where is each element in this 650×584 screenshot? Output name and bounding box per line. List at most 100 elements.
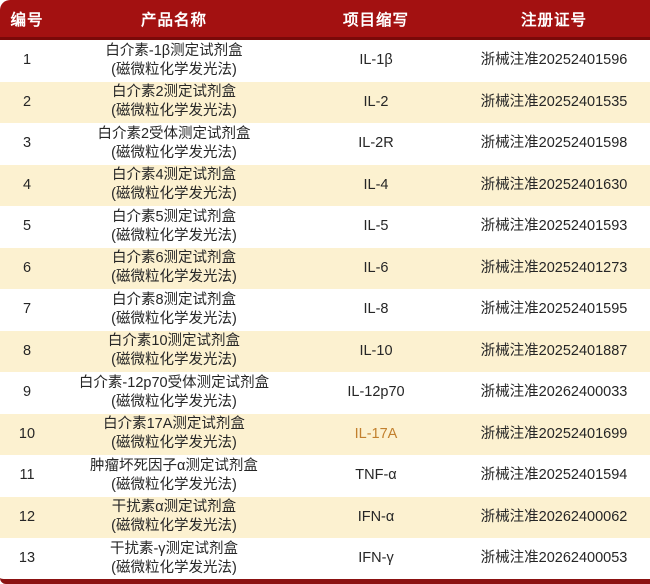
cell-cert-number: 浙械注准20252401593 bbox=[480, 218, 628, 235]
cell-number: 7 bbox=[22, 301, 32, 318]
table-row: 9 白介素-12p70受体测定试剂盒 (磁微粒化学发光法) IL-12p70 浙… bbox=[0, 372, 650, 414]
cell-number: 10 bbox=[0, 413, 54, 455]
cell-number: 3 bbox=[22, 135, 32, 152]
product-method-text: (磁微粒化学发光法) bbox=[111, 393, 237, 410]
cell-cert-number: 浙械注准20252401699 bbox=[458, 413, 650, 455]
product-name-text: 白介素17A测定试剂盒 bbox=[103, 416, 245, 433]
cell-cert-number: 浙械注准20252401535 bbox=[458, 81, 650, 123]
cell-number: 4 bbox=[0, 164, 54, 206]
table-row: 13 干扰素-γ测定试剂盒 (磁微粒化学发光法) IFN-γ 浙械注准20262… bbox=[0, 538, 650, 579]
cell-number: 9 bbox=[22, 384, 32, 401]
cell-product-name: 白介素5测定试剂盒 (磁微粒化学发光法) bbox=[54, 206, 294, 248]
cell-cert-number: 浙械注准20262400033 bbox=[480, 384, 628, 401]
cell-abbreviation: IL-12p70 bbox=[347, 384, 405, 401]
product-method-text: (磁微粒化学发光法) bbox=[111, 61, 237, 78]
cell-product-name: 白介素2受体测定试剂盒 (磁微粒化学发光法) bbox=[54, 123, 294, 165]
cell-abbreviation: IL-4 bbox=[294, 164, 458, 206]
cell-cert-number: 浙械注准20252401273 bbox=[458, 247, 650, 289]
cell-abbreviation: IL-2R bbox=[358, 135, 394, 152]
col-header-cert-number: 注册证号 bbox=[458, 0, 650, 40]
cell-cert-number: 浙械注准20252401630 bbox=[458, 164, 650, 206]
cell-cert-number: 浙械注准20252401887 bbox=[458, 330, 650, 372]
cell-number: 1 bbox=[22, 52, 32, 69]
cell-product-name: 白介素-1β测定试剂盒 (磁微粒化学发光法) bbox=[54, 39, 294, 82]
product-name-text: 干扰素-γ测定试剂盒 bbox=[109, 540, 239, 557]
table-row: 5 白介素5测定试剂盒 (磁微粒化学发光法) IL-5 浙械注准20252401… bbox=[0, 206, 650, 248]
product-name-text: 白介素-12p70受体测定试剂盒 bbox=[78, 374, 270, 391]
product-name-text: 白介素2受体测定试剂盒 bbox=[97, 125, 251, 142]
table-row: 3 白介素2受体测定试剂盒 (磁微粒化学发光法) IL-2R 浙械注准20252… bbox=[0, 123, 650, 165]
cell-product-name: 肿瘤坏死因子α测定试剂盒 (磁微粒化学发光法) bbox=[54, 455, 294, 497]
cell-abbreviation: IL-10 bbox=[294, 330, 458, 372]
product-method-text: (磁微粒化学发光法) bbox=[111, 227, 237, 244]
cell-product-name: 白介素4测定试剂盒 (磁微粒化学发光法) bbox=[54, 164, 294, 206]
cell-cert-number: 浙械注准20262400053 bbox=[480, 550, 628, 567]
cell-product-name: 白介素8测定试剂盒 (磁微粒化学发光法) bbox=[54, 289, 294, 331]
product-name-text: 白介素2测定试剂盒 bbox=[111, 84, 237, 101]
cell-product-name: 白介素2测定试剂盒 (磁微粒化学发光法) bbox=[54, 81, 294, 123]
cell-number: 12 bbox=[0, 496, 54, 538]
table-row: 12 干扰素α测定试剂盒 (磁微粒化学发光法) IFN-α 浙械注准202624… bbox=[0, 496, 650, 538]
col-header-abbreviation: 项目缩写 bbox=[294, 0, 458, 40]
product-method-text: (磁微粒化学发光法) bbox=[111, 476, 237, 493]
cell-abbreviation: IL-6 bbox=[294, 247, 458, 289]
cell-number: 13 bbox=[18, 550, 36, 567]
cell-abbreviation: IL-17A bbox=[294, 413, 458, 455]
col-header-number: 编号 bbox=[0, 0, 54, 40]
product-method-text: (磁微粒化学发光法) bbox=[111, 310, 237, 327]
cell-product-name: 白介素6测定试剂盒 (磁微粒化学发光法) bbox=[54, 247, 294, 289]
table-row: 8 白介素10测定试剂盒 (磁微粒化学发光法) IL-10 浙械注准202524… bbox=[0, 330, 650, 372]
cell-cert-number: 浙械注准20252401594 bbox=[480, 467, 628, 484]
table-row: 6 白介素6测定试剂盒 (磁微粒化学发光法) IL-6 浙械注准20252401… bbox=[0, 247, 650, 289]
cell-product-name: 白介素-12p70受体测定试剂盒 (磁微粒化学发光法) bbox=[54, 372, 294, 414]
table-row: 7 白介素8测定试剂盒 (磁微粒化学发光法) IL-8 浙械注准20252401… bbox=[0, 289, 650, 331]
cell-cert-number: 浙械注准20262400062 bbox=[458, 496, 650, 538]
product-method-text: (磁微粒化学发光法) bbox=[111, 435, 237, 452]
product-name-text: 干扰素α测定试剂盒 bbox=[111, 499, 237, 516]
cell-number: 6 bbox=[0, 247, 54, 289]
product-name-text: 白介素10测定试剂盒 bbox=[107, 333, 241, 350]
product-method-text: (磁微粒化学发光法) bbox=[111, 559, 237, 576]
product-method-text: (磁微粒化学发光法) bbox=[111, 144, 237, 161]
product-name-text: 白介素5测定试剂盒 bbox=[111, 208, 237, 225]
cell-cert-number: 浙械注准20252401595 bbox=[480, 301, 628, 318]
product-name-text: 白介素6测定试剂盒 bbox=[111, 250, 237, 267]
cell-abbreviation: IL-5 bbox=[363, 218, 389, 235]
table-body: 1 白介素-1β测定试剂盒 (磁微粒化学发光法) IL-1β 浙械注准20252… bbox=[0, 39, 650, 580]
table-row: 11 肿瘤坏死因子α测定试剂盒 (磁微粒化学发光法) TNF-α 浙械注准202… bbox=[0, 455, 650, 497]
product-method-text: (磁微粒化学发光法) bbox=[111, 103, 237, 120]
product-name-text: 白介素-1β测定试剂盒 bbox=[105, 42, 243, 59]
product-method-text: (磁微粒化学发光法) bbox=[111, 186, 237, 203]
product-name-text: 白介素8测定试剂盒 bbox=[111, 291, 237, 308]
cell-abbreviation: IL-2 bbox=[294, 81, 458, 123]
cell-product-name: 白介素17A测定试剂盒 (磁微粒化学发光法) bbox=[54, 413, 294, 455]
cell-abbreviation: IFN-α bbox=[294, 496, 458, 538]
cell-number: 5 bbox=[22, 218, 32, 235]
cell-number: 11 bbox=[19, 467, 35, 484]
cell-product-name: 白介素10测定试剂盒 (磁微粒化学发光法) bbox=[54, 330, 294, 372]
cell-number: 2 bbox=[0, 81, 54, 123]
product-name-text: 白介素4测定试剂盒 bbox=[111, 167, 237, 184]
col-header-product-name: 产品名称 bbox=[54, 0, 294, 40]
cell-abbreviation: TNF-α bbox=[355, 467, 397, 484]
cell-cert-number: 浙械注准20252401598 bbox=[480, 135, 628, 152]
cell-product-name: 干扰素-γ测定试剂盒 (磁微粒化学发光法) bbox=[54, 538, 294, 579]
cell-product-name: 干扰素α测定试剂盒 (磁微粒化学发光法) bbox=[54, 496, 294, 538]
table-row: 1 白介素-1β测定试剂盒 (磁微粒化学发光法) IL-1β 浙械注准20252… bbox=[0, 39, 650, 82]
product-method-text: (磁微粒化学发光法) bbox=[111, 518, 237, 535]
table-header: 编号 产品名称 项目缩写 注册证号 bbox=[0, 0, 650, 40]
product-method-text: (磁微粒化学发光法) bbox=[111, 352, 237, 369]
cell-cert-number: 浙械注准20252401596 bbox=[480, 52, 628, 69]
cell-number: 8 bbox=[0, 330, 54, 372]
cell-abbreviation: IFN-γ bbox=[358, 550, 394, 567]
table-row: 2 白介素2测定试剂盒 (磁微粒化学发光法) IL-2 浙械注准20252401… bbox=[0, 81, 650, 123]
cell-abbreviation: IL-1β bbox=[359, 52, 393, 69]
table-row: 10 白介素17A测定试剂盒 (磁微粒化学发光法) IL-17A 浙械注准202… bbox=[0, 413, 650, 455]
product-method-text: (磁微粒化学发光法) bbox=[111, 269, 237, 286]
header-row: 编号 产品名称 项目缩写 注册证号 bbox=[0, 0, 650, 40]
cell-abbreviation: IL-8 bbox=[363, 301, 389, 318]
product-name-text: 肿瘤坏死因子α测定试剂盒 bbox=[90, 457, 258, 474]
table-row: 4 白介素4测定试剂盒 (磁微粒化学发光法) IL-4 浙械注准20252401… bbox=[0, 164, 650, 206]
